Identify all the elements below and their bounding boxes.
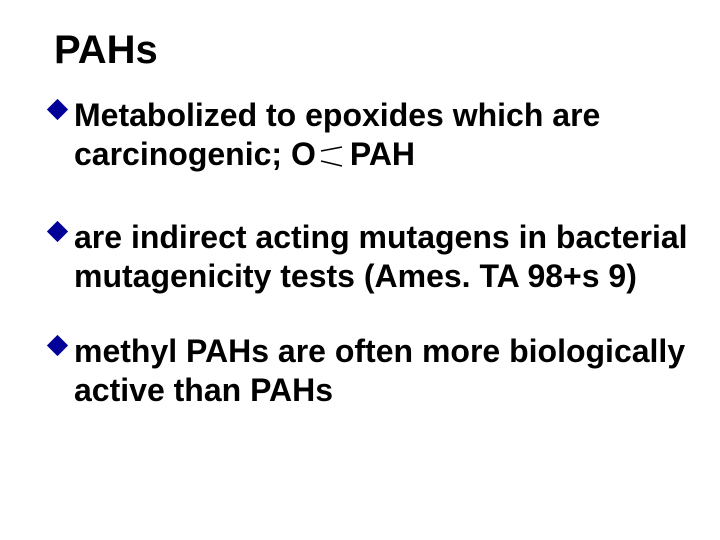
- bullet-text-before: are indirect acting mutagens in bacteria…: [74, 219, 688, 294]
- list-item: are indirect acting mutagens in bacteria…: [50, 218, 690, 296]
- list-item: methyl PAHs are often more biologically …: [50, 332, 690, 410]
- bullet-text: Metabolized to epoxides which are carcin…: [74, 96, 690, 174]
- slide-title: PAHs: [54, 28, 690, 72]
- bullet-marker: [50, 218, 74, 239]
- diamond-icon: [47, 99, 68, 120]
- bullet-marker: [50, 96, 74, 117]
- epoxide-icon: [318, 145, 346, 169]
- bullet-text: methyl PAHs are often more biologically …: [74, 332, 690, 410]
- diamond-icon: [47, 335, 68, 356]
- slide: PAHs Metabolized to epoxides which are c…: [0, 0, 720, 540]
- diamond-icon: [47, 221, 68, 242]
- bullet-text-after: PAH: [350, 136, 415, 172]
- bullet-marker: [50, 332, 74, 353]
- bullet-text-before: methyl PAHs are often more biologically …: [74, 333, 685, 408]
- bullet-text: are indirect acting mutagens in bacteria…: [74, 218, 690, 296]
- list-item: Metabolized to epoxides which are carcin…: [50, 96, 690, 174]
- bullet-list: Metabolized to epoxides which are carcin…: [50, 96, 690, 410]
